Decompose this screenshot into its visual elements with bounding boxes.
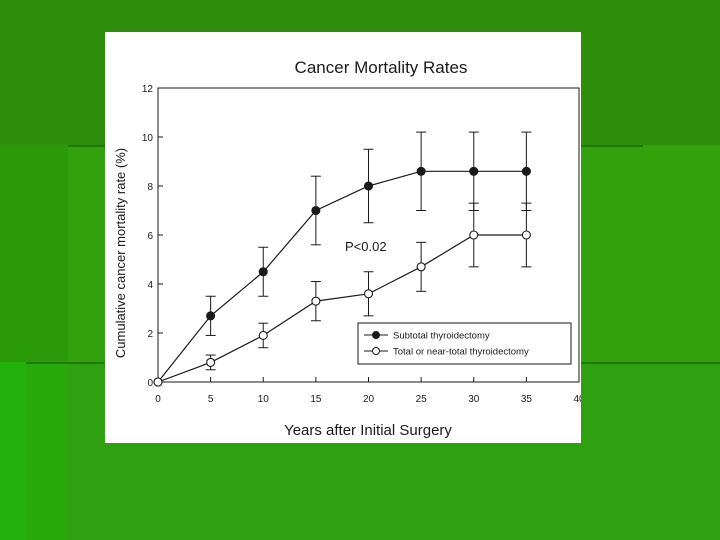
y-tick-label: 0: [147, 378, 153, 389]
chart-svg: Cancer Mortality Rates Cumulative cancer…: [113, 58, 581, 439]
legend-marker: [372, 347, 380, 355]
legend-marker: [372, 331, 380, 339]
x-tick-label: 30: [468, 394, 480, 405]
x-axis-label: Years after Initial Surgery: [284, 422, 452, 439]
chart-title: Cancer Mortality Rates: [295, 58, 468, 77]
data-point: [206, 357, 216, 367]
x-tick-label: 15: [310, 394, 322, 405]
x-tick-label: 20: [363, 394, 375, 405]
data-point: [311, 205, 321, 216]
data-point: [311, 296, 321, 306]
background-left-strip-2: [26, 362, 66, 540]
legend-label: Subtotal thyroidectomy: [393, 331, 490, 342]
annotation-p-value: P<0.02: [345, 239, 387, 254]
x-tick-label: 5: [208, 394, 214, 405]
data-point: [206, 311, 216, 321]
y-tick-label: 4: [147, 280, 153, 291]
data-point: [258, 330, 268, 341]
series-line-1: [157, 170, 527, 383]
x-tick-label: 35: [521, 394, 533, 405]
plot-area: 0 5 10 15 20 25 30 35 40 0 2 4 6 8 10 12: [142, 84, 581, 405]
data-point: [469, 166, 479, 176]
data-point: [153, 377, 163, 387]
series-line-2: [157, 234, 527, 383]
legend-label: Total or near-total thyroidectomy: [393, 347, 529, 358]
y-tick-label: 12: [142, 84, 154, 95]
legend-box: [357, 322, 572, 365]
data-point: [363, 289, 374, 299]
legend: Subtotal thyroidectomy Total or near-tota…: [357, 322, 572, 365]
y-tick-label: 2: [147, 329, 153, 340]
y-tick-label: 10: [142, 133, 154, 144]
x-tick-label: 10: [258, 394, 270, 405]
data-point: [521, 230, 531, 240]
data-point: [416, 262, 426, 272]
data-point: [469, 230, 479, 240]
data-point: [416, 166, 426, 176]
x-tick-label: 40: [573, 394, 581, 405]
y-tick-label: 6: [147, 231, 153, 242]
y-tick-label: 8: [147, 182, 153, 193]
data-point: [258, 267, 268, 277]
data-point: [363, 181, 374, 191]
x-tick-label: 0: [155, 394, 161, 405]
data-point: [521, 166, 531, 176]
x-tick-label: 25: [416, 394, 428, 405]
chart-card: Cancer Mortality Rates Cumulative cancer…: [105, 32, 581, 443]
y-axis-label: Cumulative cancer mortality rate (%): [113, 148, 128, 358]
background-left-strip: [0, 362, 26, 540]
